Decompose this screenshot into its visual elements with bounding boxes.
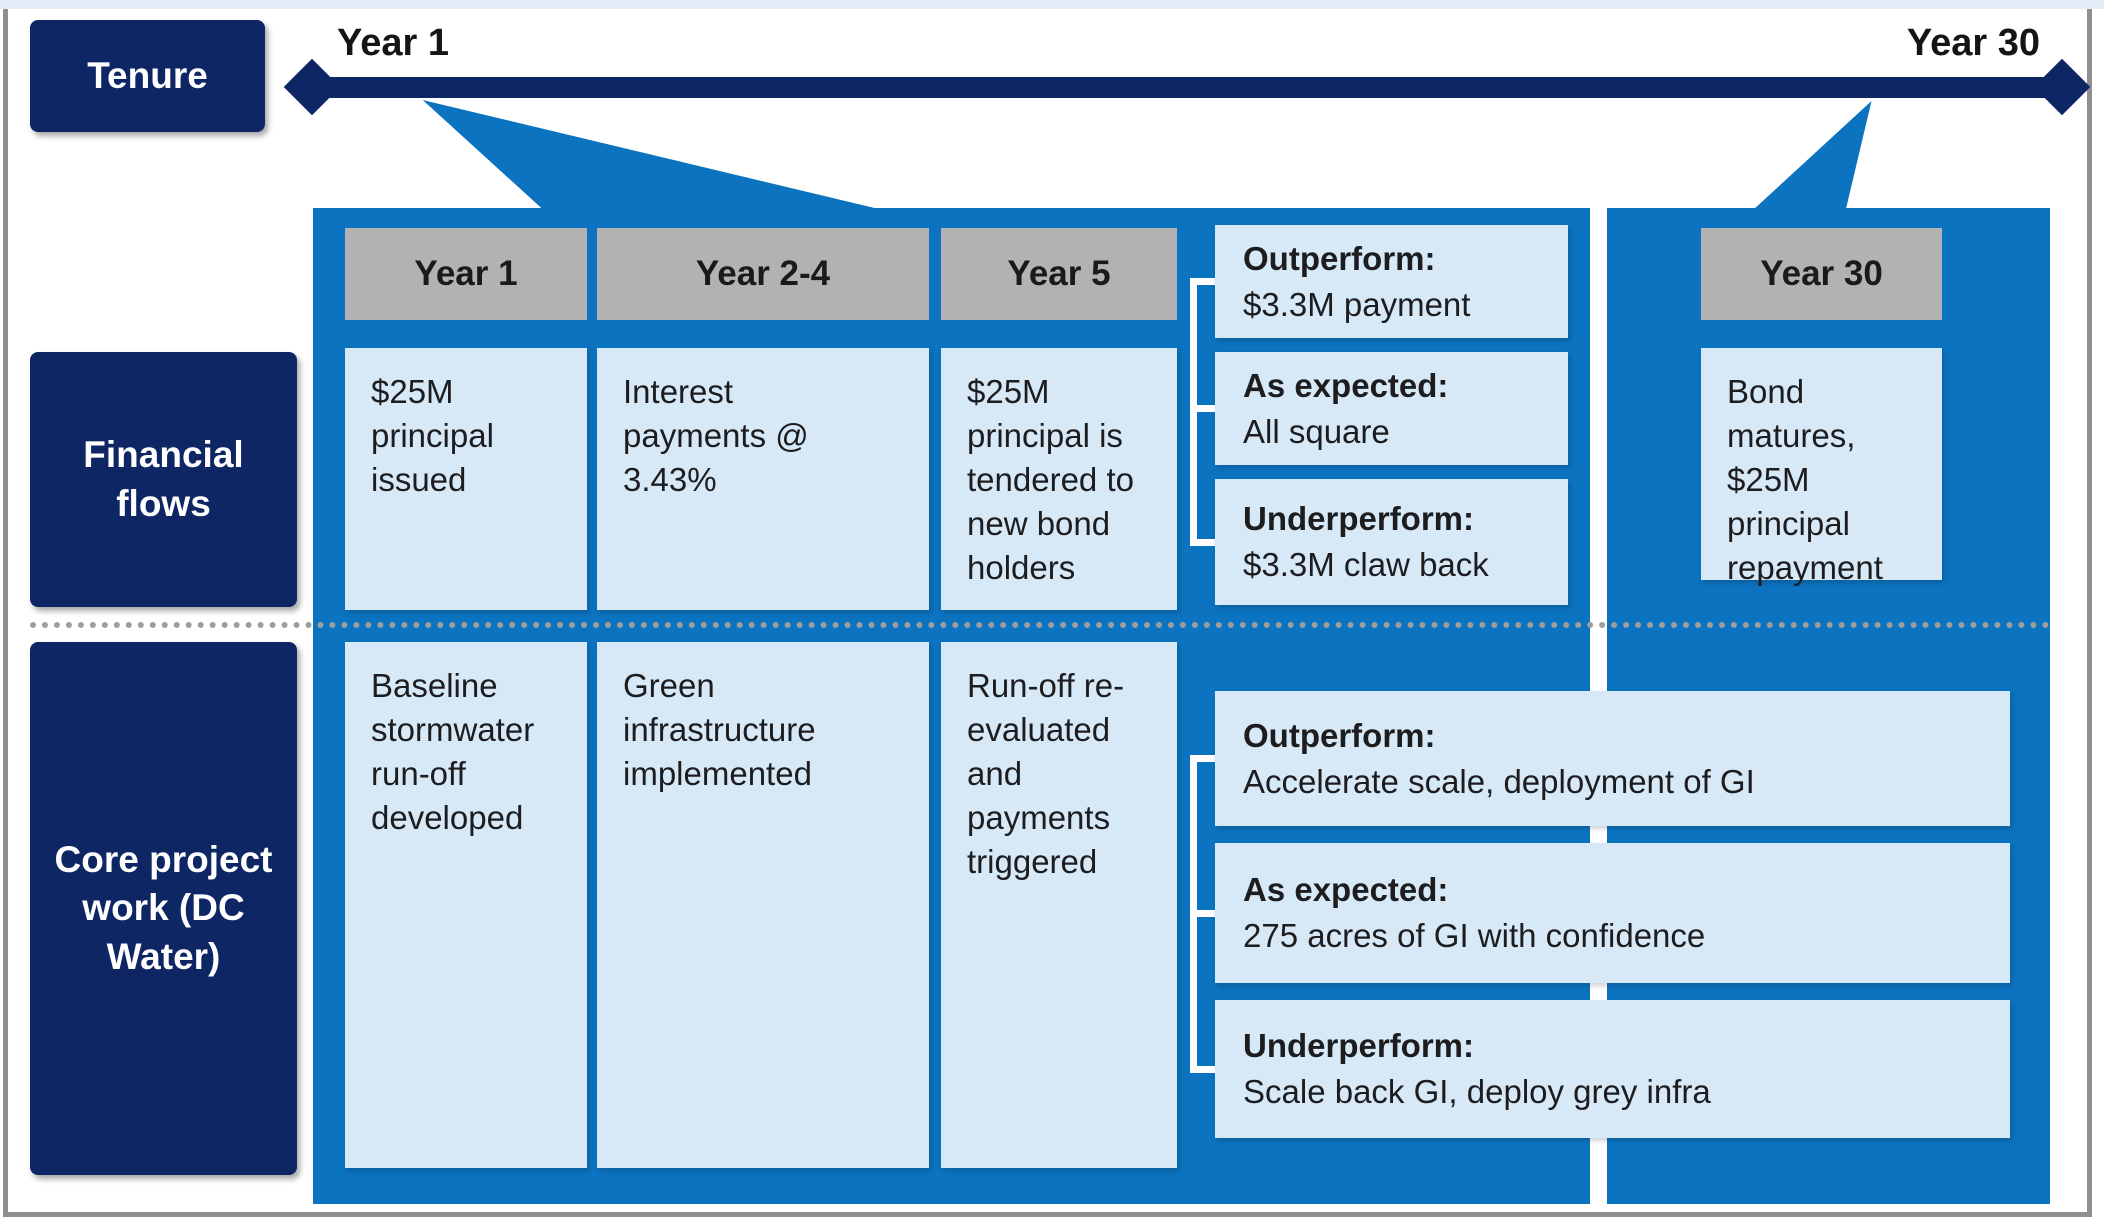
- header-year2-4: Year 2-4: [597, 228, 929, 320]
- top-border-strip: [0, 0, 2104, 9]
- core-underperform-title: Underperform:: [1243, 1027, 1475, 1065]
- financial-bracket-tick-top: [1190, 278, 1215, 285]
- core-cell-year1: Baseline stormwater run-off developed: [345, 642, 587, 1168]
- financial-underperform-title: Underperform:: [1243, 500, 1475, 538]
- timeline-end-diamond: [2033, 58, 2091, 116]
- core-bracket-tick-mid: [1190, 910, 1215, 917]
- core-outcome-outperform: Outperform: Accelerate scale, deployment…: [1215, 691, 2010, 826]
- core-cell-year2-4: Green infrastructure implemented: [597, 642, 929, 1168]
- core-outperform-title: Outperform:: [1243, 716, 1436, 754]
- timeline-start-diamond: [283, 58, 341, 116]
- header-year1: Year 1: [345, 228, 587, 320]
- core-bracket-tick-bottom: [1190, 1066, 1215, 1073]
- core-outcome-as-expected: As expected: 275 acres of GI with confid…: [1215, 843, 2010, 983]
- left-border-line: [3, 9, 8, 1217]
- financial-bracket-tick-bottom: [1190, 539, 1215, 546]
- financial-outcome-as-expected: As expected: All square: [1215, 352, 1568, 465]
- timeline-end-label: Year 30: [1906, 22, 2040, 64]
- core-outperform-body: Accelerate scale, deployment of GI: [1243, 762, 1755, 800]
- financial-flows-label-text: Financial flows: [83, 434, 244, 524]
- row-divider-dotted-line: [30, 622, 2050, 628]
- financial-bracket-line: [1190, 278, 1197, 546]
- financial-cell-year2-4: Interest payments @ 3.43%: [597, 348, 929, 610]
- bottom-border-line: [3, 1212, 2092, 1217]
- tenure-label: Tenure: [87, 54, 208, 96]
- core-bracket-tick-top: [1190, 755, 1215, 762]
- financial-outperform-body: $3.3M payment: [1243, 285, 1471, 323]
- core-outcome-underperform: Underperform: Scale back GI, deploy grey…: [1215, 1000, 2010, 1138]
- core-project-work-label-text: Core project work (DC Water): [54, 839, 273, 977]
- core-project-work-row-label: Core project work (DC Water): [30, 642, 297, 1175]
- core-cell-year5: Run-off re- evaluated and payments trigg…: [941, 642, 1177, 1168]
- core-as-expected-body: 275 acres of GI with confidence: [1243, 917, 1706, 954]
- financial-cell-year30: Bond matures, $25M principal repayment: [1701, 348, 1942, 586]
- header-year5: Year 5: [941, 228, 1177, 320]
- financial-as-expected-body: All square: [1243, 412, 1390, 450]
- callout-left-triangle: [422, 100, 883, 210]
- financial-cell-year1: $25M principal issued: [345, 348, 587, 610]
- core-underperform-body: Scale back GI, deploy grey infra: [1243, 1073, 1711, 1110]
- core-as-expected-title: As expected:: [1243, 871, 1449, 909]
- right-border-line: [2087, 9, 2092, 1217]
- financial-outperform-title: Outperform:: [1243, 239, 1436, 277]
- timeline-bar: [311, 77, 2062, 98]
- financial-flows-row-label: Financial flows: [30, 352, 297, 607]
- header-year30: Year 30: [1701, 228, 1942, 320]
- financial-outcome-outperform: Outperform: $3.3M payment: [1215, 225, 1568, 338]
- financial-bracket-tick-mid: [1190, 405, 1215, 412]
- financial-cell-year5: $25M principal is tendered to new bond h…: [941, 348, 1177, 610]
- financial-underperform-body: $3.3M claw back: [1243, 546, 1489, 583]
- financial-outcome-underperform: Underperform: $3.3M claw back: [1215, 479, 1568, 605]
- callout-right-triangle: [1751, 101, 1872, 211]
- financial-as-expected-title: As expected:: [1243, 366, 1449, 404]
- timeline-start-label: Year 1: [337, 22, 449, 64]
- tenure-label-box: Tenure: [30, 20, 265, 132]
